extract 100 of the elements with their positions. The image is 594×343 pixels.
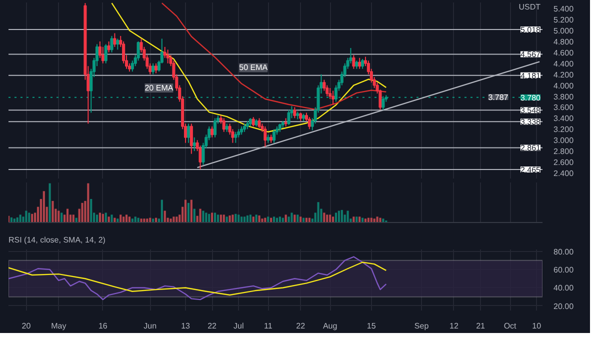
bar [334, 212, 338, 222]
bar [19, 214, 22, 222]
bar [379, 218, 382, 222]
bar [323, 212, 326, 222]
bar [108, 216, 110, 222]
x-tick-label: 22 [208, 322, 218, 330]
bar [164, 210, 166, 222]
candlestick [192, 136, 196, 152]
bar [329, 214, 332, 222]
y-tick-label: 5.400 [554, 4, 574, 14]
bar [278, 216, 281, 222]
bar [376, 216, 378, 222]
x-tick-label: 21 [476, 322, 486, 330]
candlestick [110, 35, 114, 53]
candlestick [352, 54, 356, 70]
candlestick [210, 126, 214, 138]
bar [261, 218, 264, 222]
bar [228, 215, 231, 222]
y-tick-label: 80.00 [554, 247, 574, 256]
bar [243, 216, 246, 222]
candlestick [186, 123, 190, 144]
y-tick-label: 4.800 [554, 37, 574, 46]
candlestick [222, 118, 226, 132]
bar [288, 216, 290, 222]
bar [249, 214, 252, 222]
y-tick-label: 3.600 [554, 103, 574, 112]
x-tick-label: May [51, 322, 66, 330]
bar [193, 208, 196, 222]
x-tick-label: Sep [414, 322, 430, 330]
bar [87, 183, 90, 222]
bar [96, 214, 98, 222]
bar [358, 216, 361, 222]
x-tick-label: Oct [504, 322, 518, 330]
bar [356, 216, 358, 222]
bar [284, 214, 287, 222]
x-tick-label: 20 [22, 322, 32, 330]
bar [128, 216, 130, 222]
bar [140, 218, 142, 222]
y-tick-label: 4.600 [554, 48, 574, 58]
y-tick-label: 3.200 [554, 125, 574, 134]
bar [60, 212, 63, 222]
y-tick-label: 5.200 [554, 15, 574, 24]
candlestick [190, 123, 193, 154]
bar [338, 210, 340, 222]
bar [98, 212, 101, 222]
candlestick [116, 38, 120, 50]
candlestick [234, 131, 238, 144]
bar [170, 218, 172, 222]
candlestick [154, 62, 158, 74]
x-tick-label: 16 [98, 322, 108, 330]
bar [255, 214, 258, 222]
bar [340, 210, 343, 222]
y-tick-label: 4.000 [554, 81, 574, 90]
bar [222, 214, 225, 222]
bar [205, 212, 208, 222]
bar [190, 200, 192, 222]
x-tick-label: 22 [296, 322, 306, 330]
bar [187, 202, 190, 222]
bar [246, 215, 249, 222]
candlestick [272, 128, 276, 144]
bar [72, 214, 74, 222]
bar [296, 214, 299, 222]
annotation: 50 EMA [239, 63, 268, 72]
bar [234, 214, 237, 222]
bar [272, 216, 276, 222]
bar [81, 202, 84, 222]
y-tick-label: 2.400 [554, 169, 574, 178]
candlestick [264, 126, 267, 148]
bar [214, 212, 216, 222]
bar [317, 202, 320, 222]
candlestick [358, 57, 362, 70]
bar [220, 214, 222, 222]
bar [28, 212, 30, 222]
bar [172, 216, 175, 222]
bar [211, 212, 214, 222]
y-tick-label: 2.800 [554, 147, 574, 156]
bar [122, 216, 125, 222]
candlestick [213, 118, 217, 138]
bar [300, 216, 302, 222]
bar [102, 214, 104, 222]
ref-line-label: 4.181 [520, 71, 542, 80]
bar [120, 214, 122, 222]
bar [216, 214, 219, 222]
candlestick [361, 58, 364, 70]
bar [110, 214, 113, 222]
bar [66, 208, 69, 222]
candlestick [104, 44, 108, 64]
candlestick [252, 116, 255, 127]
y-tick-label: 20.00 [554, 302, 574, 311]
candlestick [113, 32, 116, 48]
x-tick-label: 10 [532, 322, 542, 330]
x-tick-label: 13 [181, 322, 191, 330]
y-tick-label: 3.800 [554, 92, 574, 102]
y-tick-label: 3.000 [554, 136, 574, 146]
bar [25, 210, 28, 222]
candlestick [287, 109, 290, 126]
x-tick-label: 12 [450, 322, 459, 330]
line-series [111, 2, 387, 132]
x-tick-label: Aug [322, 322, 338, 330]
bar [199, 208, 202, 222]
